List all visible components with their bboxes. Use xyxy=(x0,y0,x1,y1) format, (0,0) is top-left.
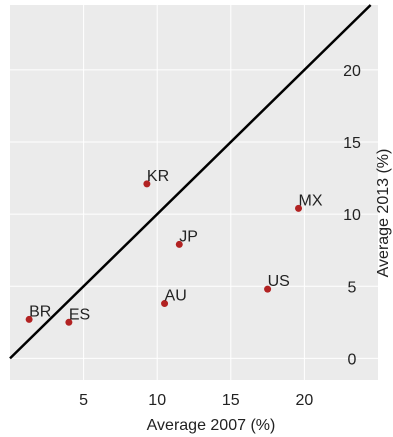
point-marker xyxy=(65,318,73,326)
data-point-au: AU xyxy=(161,288,187,308)
point-label: US xyxy=(268,273,290,290)
x-axis-label: Average 2007 (%) xyxy=(147,417,276,434)
data-point-kr: KR xyxy=(143,168,169,188)
point-label: MX xyxy=(299,192,323,209)
y-axis-label: Average 2013 (%) xyxy=(375,149,392,278)
data-point-es: ES xyxy=(65,306,90,326)
y-tick-label: 5 xyxy=(348,279,357,296)
point-label: KR xyxy=(147,168,169,185)
x-axis-ticks: 5 10 15 20 xyxy=(79,392,313,409)
point-marker xyxy=(175,240,183,248)
grid-lines xyxy=(10,5,378,380)
data-point-us: US xyxy=(264,273,290,293)
point-label: JP xyxy=(179,228,198,245)
point-marker xyxy=(295,204,303,212)
point-label: AU xyxy=(165,288,187,305)
data-point-jp: JP xyxy=(175,228,198,248)
x-tick-label: 5 xyxy=(79,392,88,409)
data-point-mx: MX xyxy=(295,192,323,212)
y-tick-label: 10 xyxy=(343,207,361,224)
x-tick-label: 15 xyxy=(222,392,240,409)
data-point-br: BR xyxy=(25,303,51,323)
point-marker xyxy=(161,300,169,308)
y-tick-label: 0 xyxy=(348,351,357,368)
point-marker xyxy=(143,180,151,188)
y-tick-label: 20 xyxy=(343,63,361,80)
point-marker xyxy=(264,285,272,293)
y-axis-ticks: 0 5 10 15 20 xyxy=(343,63,361,368)
y-tick-label: 15 xyxy=(343,135,361,152)
point-label: ES xyxy=(69,306,90,323)
point-label: BR xyxy=(29,303,51,320)
data-points: KR MX JP US AU BR ES xyxy=(25,168,323,326)
plot-panel xyxy=(10,5,378,380)
x-tick-label: 10 xyxy=(148,392,166,409)
x-tick-label: 20 xyxy=(296,392,314,409)
point-marker xyxy=(25,315,33,323)
reference-line xyxy=(9,4,372,360)
